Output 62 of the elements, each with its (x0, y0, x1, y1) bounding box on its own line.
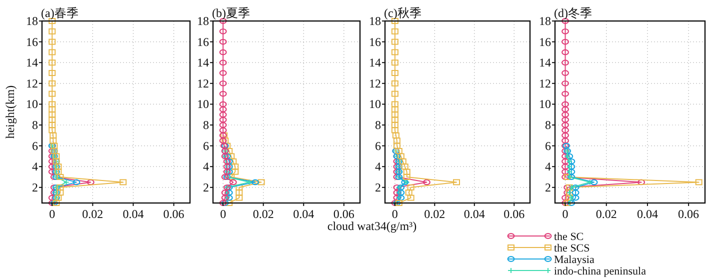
y-tick-label: 10 (26, 97, 38, 112)
x-tick-label: 0.04 (636, 207, 658, 221)
y-tick-label: 16 (369, 34, 381, 49)
legend-label: indo-china peninsula (554, 266, 646, 278)
x-tick-label: 0.02 (252, 207, 274, 221)
chart-title: (d)冬季 (554, 6, 592, 20)
y-tick-label: 6 (375, 138, 381, 153)
y-tick-label: 18 (369, 14, 381, 28)
x-tick-label: 0.06 (504, 207, 525, 221)
y-tick-label: 12 (539, 76, 551, 90)
y-tick-label: 18 (539, 14, 551, 28)
y-tick-label: 16 (26, 34, 38, 49)
x-tick-label: 0 (49, 207, 56, 221)
y-tick-label: 14 (539, 56, 551, 70)
x-axis-title: cloud wat34(g/m³) (327, 219, 417, 233)
y-tick-label: 6 (32, 138, 38, 153)
y-tick-label: 4 (375, 160, 381, 174)
y-tick-label: 10 (539, 97, 551, 112)
y-tick-label: 10 (369, 97, 381, 112)
legend-label: the SC (554, 231, 584, 243)
chart-title: (b)夏季 (212, 6, 250, 20)
chart-title: (a)春季 (41, 6, 78, 20)
y-tick-label: 18 (26, 14, 38, 28)
y-axis-title: height(km) (3, 85, 17, 139)
y-tick-label: 12 (26, 76, 38, 90)
y-tick-label: 8 (545, 118, 551, 132)
x-tick-label: 0.02 (596, 207, 617, 221)
chart-title: (c)秋季 (384, 6, 422, 20)
y-tick-label: 6 (203, 138, 209, 153)
x-tick-label: 0.06 (163, 207, 184, 221)
x-tick-label: 0.04 (293, 207, 314, 221)
x-tick-label: 0.06 (678, 207, 700, 221)
y-tick-label: 8 (203, 118, 209, 132)
y-tick-label: 8 (375, 118, 381, 132)
y-tick-label: 2 (32, 180, 38, 194)
x-tick-label: 0 (562, 207, 568, 221)
y-tick-label: 4 (545, 160, 551, 174)
y-tick-label: 2 (545, 180, 551, 194)
x-tick-label: 0 (220, 207, 226, 221)
y-tick-label: 10 (197, 97, 209, 112)
y-tick-label: 4 (203, 160, 209, 174)
y-tick-label: 14 (26, 56, 38, 70)
y-tick-label: 12 (369, 76, 381, 90)
y-tick-label: 18 (197, 14, 209, 28)
y-tick-label: 6 (545, 138, 551, 153)
y-tick-label: 16 (197, 34, 209, 49)
x-tick-label: 0.02 (82, 207, 104, 221)
y-tick-label: 8 (32, 118, 38, 132)
x-tick-label: 0 (392, 207, 398, 221)
legend-label: Malaysia (554, 254, 594, 266)
x-tick-label: 0.02 (424, 207, 446, 221)
legend-label: the SCS (554, 242, 590, 254)
x-tick-label: 0.06 (333, 207, 354, 221)
x-tick-label: 0.04 (464, 207, 485, 221)
y-tick-label: 14 (197, 56, 209, 70)
y-tick-label: 14 (369, 56, 381, 70)
x-tick-label: 0.04 (122, 207, 144, 221)
y-tick-label: 4 (32, 160, 38, 174)
y-tick-label: 2 (375, 180, 381, 194)
y-tick-label: 2 (203, 180, 209, 194)
y-tick-label: 16 (539, 34, 551, 49)
y-tick-label: 12 (197, 76, 209, 90)
